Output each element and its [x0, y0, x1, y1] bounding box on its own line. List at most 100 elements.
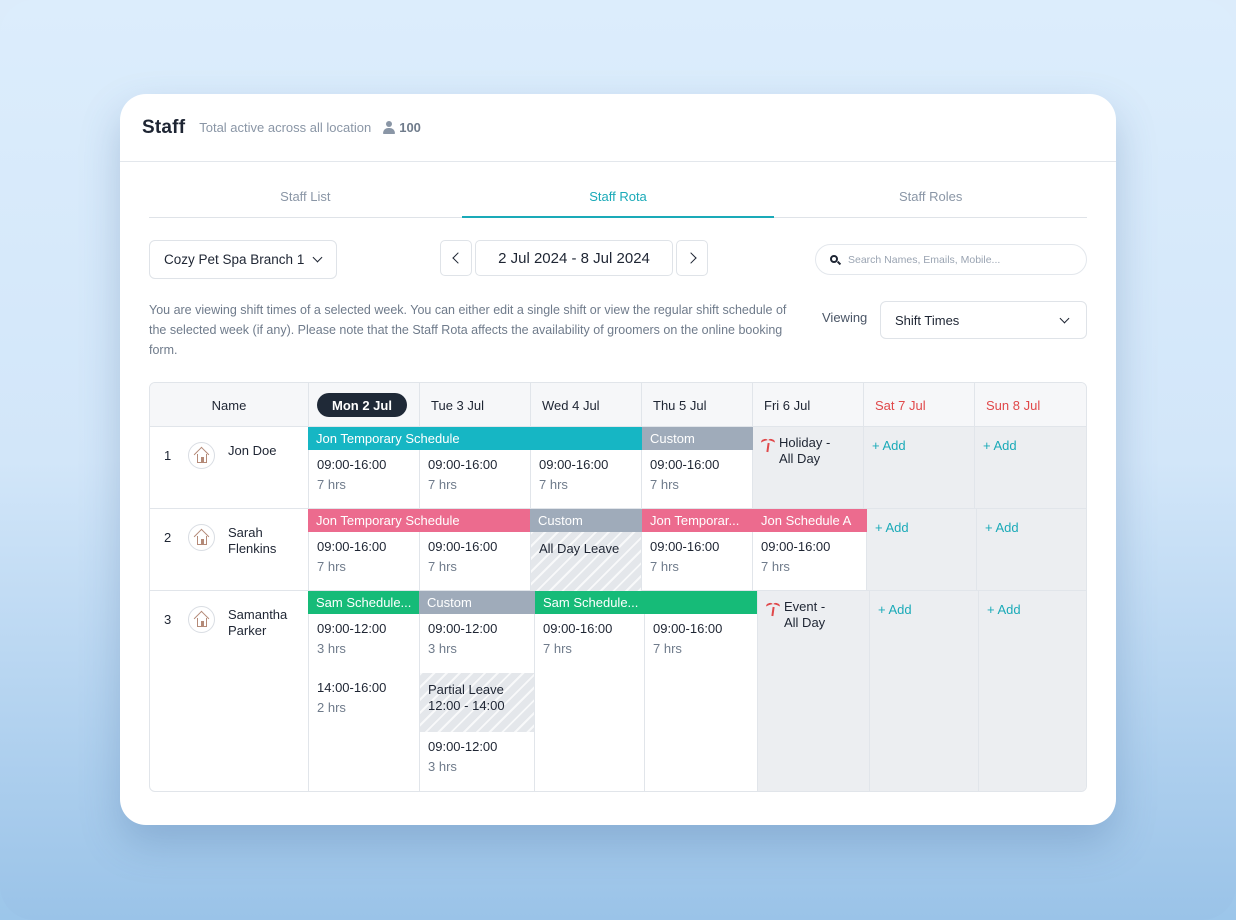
viewing-select[interactable]: Shift Times: [880, 301, 1087, 339]
chevron-left-icon: [451, 252, 464, 264]
partial-leave: Partial Leave 12:00 - 14:00: [428, 682, 505, 714]
schedule-band[interactable]: Custom: [530, 509, 642, 532]
column-header-wed[interactable]: Wed 4 Jul: [530, 383, 641, 427]
shift-cell-sat: + Add: [866, 509, 976, 590]
page-subtitle: Total active across all location: [199, 120, 372, 135]
shift-cell-mon[interactable]: 09:00-16:00 7 hrs: [308, 509, 419, 590]
prev-week-button[interactable]: [440, 240, 472, 276]
shift-cell-sat: + Add: [863, 427, 974, 508]
add-shift-button[interactable]: + Add: [875, 520, 909, 535]
schedule-band[interactable]: Sam Schedule...: [308, 591, 419, 614]
column-header-thu[interactable]: Thu 5 Jul: [641, 383, 752, 427]
shift-hours: 7 hrs: [317, 477, 346, 492]
shift-time: 09:00-16:00: [428, 539, 498, 554]
shift-cell-thu[interactable]: 09:00-16:00 7 hrs: [641, 509, 752, 590]
column-header-tue[interactable]: Tue 3 Jul: [419, 383, 530, 427]
leave-label: Partial Leave: [428, 682, 504, 697]
schedule-band[interactable]: Custom: [642, 427, 753, 450]
viewing-select-value: Shift Times: [895, 312, 960, 328]
tab-staff-roles[interactable]: Staff Roles: [899, 189, 963, 204]
search-input[interactable]: [848, 253, 1068, 266]
shift-time: 09:00-12:00: [317, 621, 387, 636]
shift-cell-fri[interactable]: Event - All Day: [757, 591, 869, 791]
shift-entry: 09:00-16:00 7 hrs: [539, 455, 608, 495]
column-header-mon[interactable]: Mon 2 Jul: [308, 383, 419, 427]
tab-staff-list[interactable]: Staff List: [280, 189, 331, 204]
card-header: Staff Total active across all location 1…: [120, 94, 1116, 162]
shift-hours: 7 hrs: [317, 559, 346, 574]
table-row: 1 Jon Doe 09:00-16:00 7 hrs 09:00-16:00 …: [150, 427, 1086, 509]
branch-select[interactable]: Cozy Pet Spa Branch 1: [149, 240, 337, 279]
add-shift-button[interactable]: + Add: [983, 438, 1017, 453]
schedule-band[interactable]: Jon Temporary Schedule: [308, 427, 642, 450]
shift-hours: 7 hrs: [543, 641, 572, 656]
shift-hours: 3 hrs: [317, 641, 346, 656]
branch-select-value: Cozy Pet Spa Branch 1: [164, 252, 305, 267]
palm-tree-icon: [765, 601, 781, 617]
week-navigator: 2 Jul 2024 - 8 Jul 2024: [440, 240, 708, 276]
staff-name: Jon Doe: [228, 443, 277, 458]
schedule-band[interactable]: Jon Temporary Schedule: [308, 509, 530, 532]
schedule-band[interactable]: Custom: [419, 591, 535, 614]
rota-table: Name Mon 2 Jul Tue 3 Jul Wed 4 Jul Thu 5…: [149, 382, 1087, 792]
staff-name: Samantha Parker: [228, 607, 288, 638]
shift-hours: 7 hrs: [653, 641, 682, 656]
shift-cell-fri[interactable]: 09:00-16:00 7 hrs: [752, 509, 866, 590]
shift-cell-mon[interactable]: 09:00-16:00 7 hrs: [308, 427, 419, 508]
row-number: 3: [164, 612, 172, 627]
search-box: [815, 244, 1087, 275]
shift-entry: 09:00-16:00 7 hrs: [653, 619, 722, 659]
column-header-sun[interactable]: Sun 8 Jul: [974, 383, 1086, 427]
column-header-name: Name: [211, 397, 247, 413]
search-icon: [830, 254, 842, 265]
staff-name-cell[interactable]: 3 Samantha Parker: [150, 591, 308, 791]
add-shift-button[interactable]: + Add: [872, 438, 906, 453]
schedule-band[interactable]: Jon Temporar...: [642, 509, 753, 532]
column-header-fri[interactable]: Fri 6 Jul: [752, 383, 863, 427]
add-shift-button[interactable]: + Add: [985, 520, 1019, 535]
avatar: [188, 524, 215, 551]
shift-hours: 7 hrs: [428, 477, 457, 492]
shift-entry: 09:00-16:00 7 hrs: [650, 455, 719, 495]
shift-cell-tue[interactable]: 09:00-12:00 3 hrs Partial Leave 12:00 - …: [419, 591, 535, 791]
shift-cell-tue[interactable]: 09:00-16:00 7 hrs: [419, 427, 530, 508]
shift-cell-fri[interactable]: Holiday - All Day: [752, 427, 863, 508]
shift-time: 09:00-12:00: [428, 739, 498, 754]
palm-tree-icon: [760, 437, 776, 453]
shift-hours: 7 hrs: [428, 559, 457, 574]
shift-entry: 09:00-16:00 7 hrs: [543, 619, 612, 659]
schedule-band[interactable]: Jon Schedule A: [753, 509, 867, 532]
column-header-sat[interactable]: Sat 7 Jul: [863, 383, 974, 427]
shift-cell-thu[interactable]: 09:00-16:00 7 hrs: [641, 427, 752, 508]
event-entry: Event - All Day: [765, 599, 825, 631]
shift-cell-wed[interactable]: All Day Leave: [530, 509, 642, 591]
shift-entry: 09:00-16:00 7 hrs: [650, 537, 719, 577]
shift-cell-tue[interactable]: 09:00-16:00 7 hrs: [419, 509, 530, 590]
shift-entry: 09:00-16:00 7 hrs: [317, 455, 386, 495]
staff-name-cell[interactable]: 1 Jon Doe: [150, 427, 308, 508]
chevron-right-icon: [684, 252, 697, 264]
shift-entry: 09:00-16:00 7 hrs: [317, 537, 386, 577]
tab-staff-rota[interactable]: Staff Rota: [461, 182, 775, 218]
shift-hours: 3 hrs: [428, 641, 457, 656]
shift-cell-wed[interactable]: 09:00-16:00 7 hrs: [530, 427, 641, 508]
week-range[interactable]: 2 Jul 2024 - 8 Jul 2024: [475, 240, 673, 276]
shift-cell-wed[interactable]: 09:00-16:00 7 hrs: [534, 591, 644, 791]
schedule-band[interactable]: Sam Schedule...: [535, 591, 757, 614]
shift-cell-mon[interactable]: 09:00-12:00 3 hrs 14:00-16:00 2 hrs: [308, 591, 419, 791]
shift-entry: 09:00-16:00 7 hrs: [761, 537, 830, 577]
viewing-label: Viewing: [822, 310, 868, 325]
leave-label: All Day Leave: [539, 541, 620, 556]
table-header: Name Mon 2 Jul Tue 3 Jul Wed 4 Jul Thu 5…: [150, 383, 1086, 427]
next-week-button[interactable]: [676, 240, 708, 276]
shift-cell-thu[interactable]: 09:00-16:00 7 hrs: [644, 591, 757, 791]
shift-hours: 7 hrs: [539, 477, 568, 492]
row-number: 2: [164, 530, 172, 545]
active-count: 100: [383, 120, 421, 135]
add-shift-button[interactable]: + Add: [878, 602, 912, 617]
staff-name-cell[interactable]: 2 Sarah Flenkins: [150, 509, 308, 590]
shift-entry: 14:00-16:00 2 hrs: [317, 678, 386, 718]
add-shift-button[interactable]: + Add: [987, 602, 1021, 617]
leave-block: [420, 673, 535, 732]
